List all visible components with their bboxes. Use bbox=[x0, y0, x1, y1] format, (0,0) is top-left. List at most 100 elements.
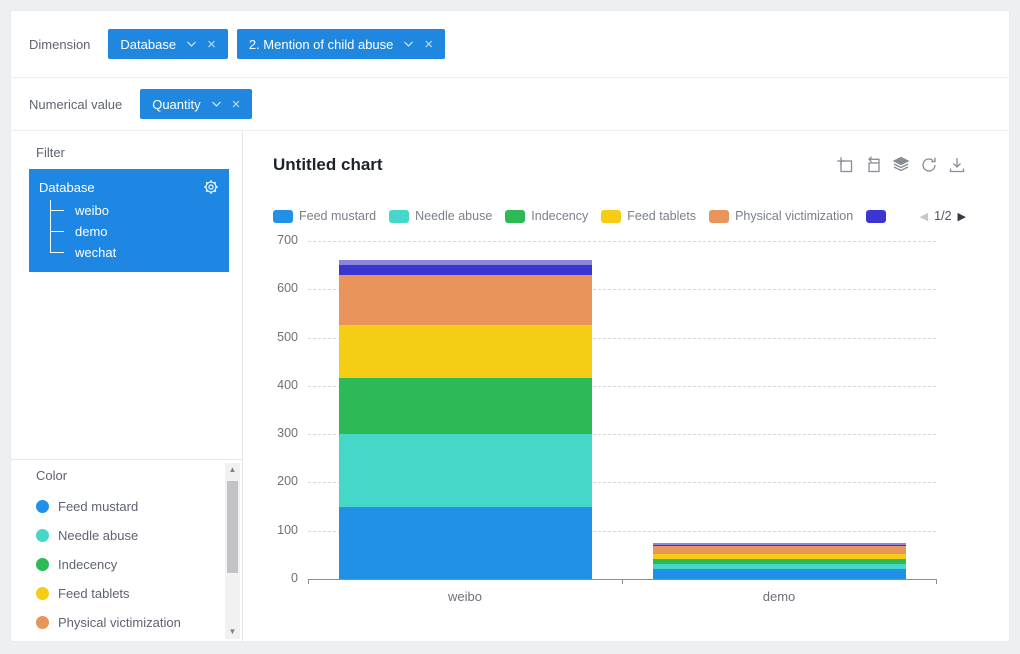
dimension-tag-database-label: Database bbox=[120, 37, 176, 52]
bar-segment-demo[interactable] bbox=[653, 543, 906, 545]
legend-item-label: Feed tablets bbox=[627, 209, 696, 223]
legend-swatch-truncated[interactable] bbox=[866, 210, 886, 223]
measure-tag-quantity[interactable]: Quantity × bbox=[140, 89, 252, 119]
color-section: Color Feed mustardNeedle abuseIndecencyF… bbox=[11, 459, 242, 642]
color-list-scrollbar[interactable]: ▲ ▼ bbox=[225, 463, 240, 639]
color-dot-icon bbox=[36, 558, 49, 571]
refresh-icon[interactable] bbox=[920, 156, 938, 174]
filter-tree-card[interactable]: Database bbox=[29, 169, 229, 272]
chart-panel: Untitled chart bbox=[243, 131, 1009, 642]
y-axis-tick-label: 400 bbox=[258, 378, 298, 392]
bar-segment-weibo-feed-mustard[interactable] bbox=[339, 507, 592, 579]
scrollbar-thumb[interactable] bbox=[227, 481, 238, 573]
filter-section-label: Filter bbox=[36, 145, 65, 160]
chevron-down-icon[interactable] bbox=[186, 40, 197, 48]
x-axis-category-label: weibo bbox=[448, 589, 482, 604]
bar-segment-demo-needle-abuse[interactable] bbox=[653, 564, 906, 569]
legend-swatch-icon bbox=[273, 210, 293, 223]
chevron-down-icon[interactable] bbox=[211, 100, 222, 108]
color-item[interactable]: Indecency bbox=[36, 550, 218, 579]
color-item[interactable]: Needle abuse bbox=[36, 521, 218, 550]
y-axis-tick-label: 600 bbox=[258, 281, 298, 295]
color-item-label: Feed tablets bbox=[58, 586, 130, 601]
y-axis-tick-label: 200 bbox=[258, 474, 298, 488]
x-axis-tick bbox=[308, 579, 309, 584]
legend-pager: ◀ 1/2 ▶ bbox=[920, 209, 966, 223]
enlarge-view-icon[interactable] bbox=[836, 156, 854, 174]
bar-segment-weibo-feed-tablets[interactable] bbox=[339, 325, 592, 378]
bar-segment-demo-physical-victimization[interactable] bbox=[653, 546, 906, 555]
color-dot-icon bbox=[36, 500, 49, 513]
legend-swatch-icon bbox=[389, 210, 409, 223]
filter-tree-item-wechat[interactable]: wechat bbox=[39, 242, 219, 263]
color-item-label: Feed mustard bbox=[58, 499, 138, 514]
legend-swatch-icon bbox=[709, 210, 729, 223]
measure-row: Numerical value Quantity × bbox=[11, 78, 1009, 131]
scroll-down-icon[interactable]: ▼ bbox=[229, 625, 237, 639]
legend-item[interactable]: Needle abuse bbox=[389, 209, 492, 223]
filter-tree: weibodemowechat bbox=[39, 200, 219, 263]
chart-legend: Feed mustard Needle abuse Indecency Feed ta… bbox=[273, 209, 966, 223]
legend-item[interactable]: Indecency bbox=[505, 209, 588, 223]
close-icon[interactable]: × bbox=[207, 37, 216, 52]
gear-icon[interactable] bbox=[203, 179, 219, 195]
x-axis-tick bbox=[622, 579, 623, 584]
bar-segment-demo-feed-tablets[interactable] bbox=[653, 554, 906, 559]
chart-plot-area: 0 100 200 300 400 500 600 700 weibo demo bbox=[243, 229, 1009, 642]
filter-tree-item-demo[interactable]: demo bbox=[39, 221, 219, 242]
color-item-label: Needle abuse bbox=[58, 528, 138, 543]
bar-segment-demo[interactable] bbox=[653, 545, 906, 546]
y-axis-tick-label: 700 bbox=[258, 233, 298, 247]
color-dot-icon bbox=[36, 616, 49, 629]
legend-item[interactable]: Feed tablets bbox=[601, 209, 696, 223]
bar-segment-weibo[interactable] bbox=[339, 260, 592, 265]
gridline bbox=[308, 241, 936, 242]
y-axis-tick-label: 300 bbox=[258, 426, 298, 440]
color-section-label: Color bbox=[36, 468, 67, 483]
download-icon[interactable] bbox=[948, 156, 966, 174]
legend-item[interactable]: Physical victimization bbox=[709, 209, 853, 223]
close-icon[interactable]: × bbox=[232, 97, 241, 112]
x-axis-category-label: demo bbox=[763, 589, 796, 604]
dimension-tag-database[interactable]: Database × bbox=[108, 29, 227, 59]
close-icon[interactable]: × bbox=[424, 37, 433, 52]
legend-item-label: Indecency bbox=[531, 209, 588, 223]
color-item-label: Physical victimization bbox=[58, 615, 181, 630]
y-axis-tick-label: 0 bbox=[258, 571, 298, 585]
color-dot-icon bbox=[36, 529, 49, 542]
color-item[interactable]: Feed mustard bbox=[36, 492, 218, 521]
measure-label: Numerical value bbox=[29, 97, 122, 112]
filter-root-node[interactable]: Database bbox=[39, 180, 95, 195]
legend-prev-icon[interactable]: ◀ bbox=[920, 210, 928, 223]
export-view-icon[interactable] bbox=[864, 156, 882, 174]
x-axis-tick bbox=[936, 579, 937, 584]
dimension-tag-mention[interactable]: 2. Mention of child abuse × bbox=[237, 29, 445, 59]
bar-segment-weibo-physical-victimization[interactable] bbox=[339, 275, 592, 324]
legend-swatch-icon bbox=[505, 210, 525, 223]
chart-title: Untitled chart bbox=[273, 155, 383, 175]
filter-tree-item-weibo[interactable]: weibo bbox=[39, 200, 219, 221]
bar-segment-demo-indecency[interactable] bbox=[653, 559, 906, 564]
color-item[interactable]: Feed tablets bbox=[36, 579, 218, 608]
legend-item-label: Physical victimization bbox=[735, 209, 853, 223]
legend-next-icon[interactable]: ▶ bbox=[958, 210, 966, 223]
y-axis-tick-label: 100 bbox=[258, 523, 298, 537]
color-item[interactable]: Physical victimization bbox=[36, 608, 218, 637]
bar-segment-weibo[interactable] bbox=[339, 265, 592, 275]
dimension-label: Dimension bbox=[29, 37, 90, 52]
legend-item[interactable]: Feed mustard bbox=[273, 209, 376, 223]
scroll-up-icon[interactable]: ▲ bbox=[229, 463, 237, 477]
chevron-down-icon[interactable] bbox=[403, 40, 414, 48]
left-panel: Filter Database bbox=[11, 131, 243, 642]
layers-icon[interactable] bbox=[892, 156, 910, 174]
bar-segment-weibo-needle-abuse[interactable] bbox=[339, 434, 592, 506]
bar-segment-demo-feed-mustard[interactable] bbox=[653, 569, 906, 579]
color-item-label: Indecency bbox=[58, 557, 117, 572]
y-axis-tick-label: 500 bbox=[258, 330, 298, 344]
color-list: Feed mustard Needle abuse Indecency Feed ta… bbox=[36, 492, 218, 637]
legend-page-indicator: 1/2 bbox=[934, 209, 951, 223]
legend-swatch-icon bbox=[601, 210, 621, 223]
bar-segment-weibo-indecency[interactable] bbox=[339, 378, 592, 434]
legend-item-label: Needle abuse bbox=[415, 209, 492, 223]
color-dot-icon bbox=[36, 587, 49, 600]
